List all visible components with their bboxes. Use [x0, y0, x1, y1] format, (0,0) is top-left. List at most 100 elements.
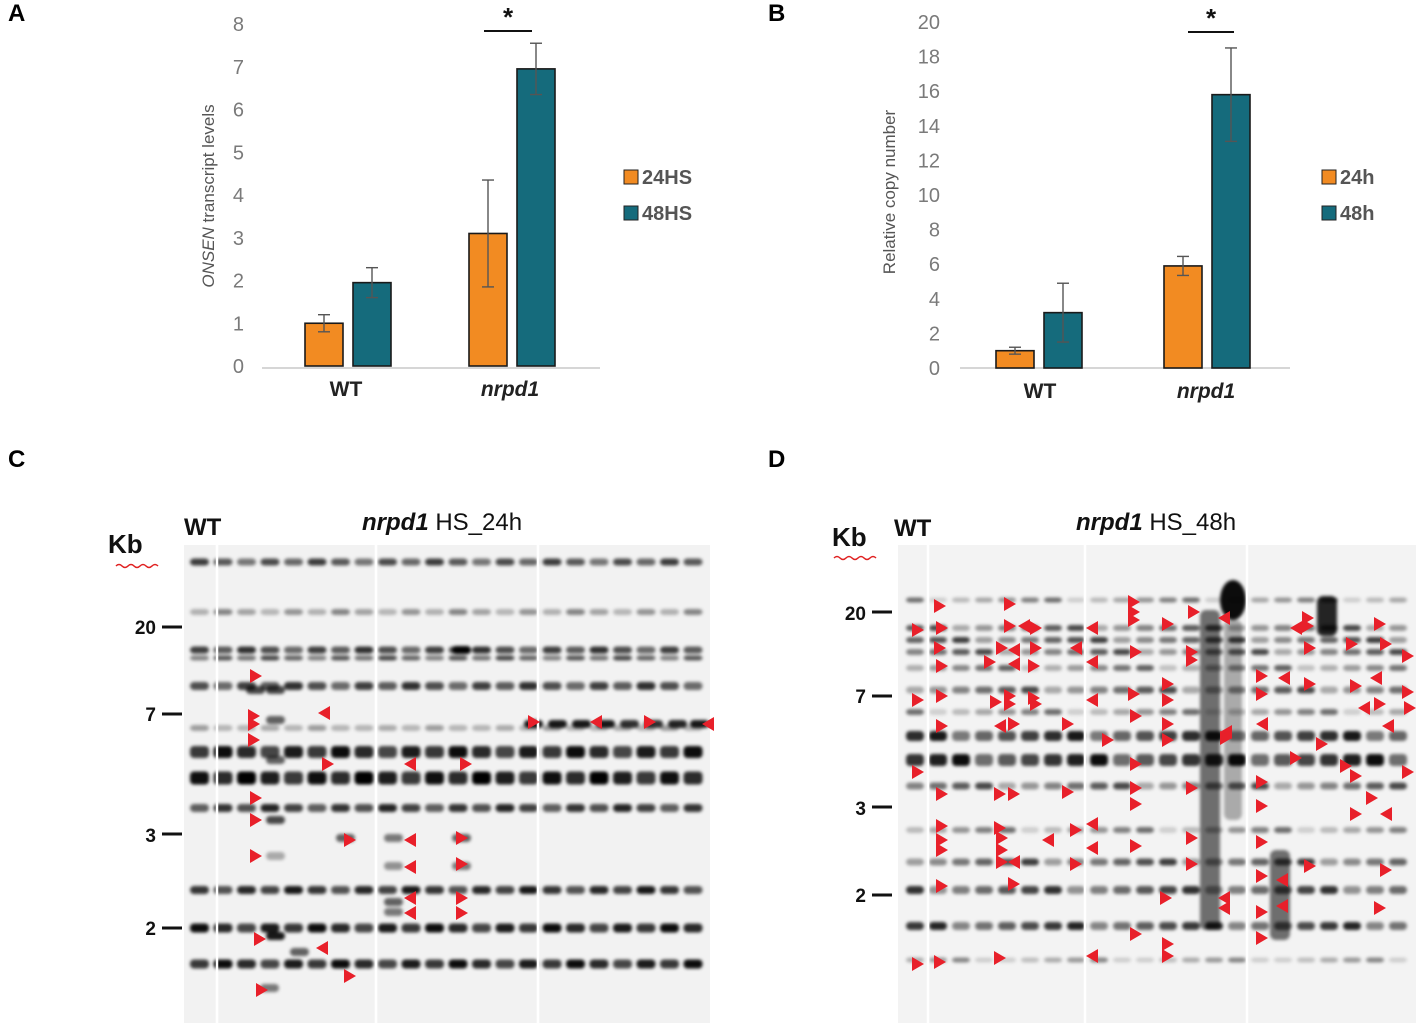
gel-d-band — [1389, 827, 1407, 833]
gel-c-band — [190, 655, 209, 661]
gel-d-band — [1274, 782, 1292, 790]
red-arrowhead-icon — [1130, 645, 1142, 659]
gel-d-band — [1113, 782, 1131, 790]
red-arrowhead-icon — [1382, 719, 1394, 733]
red-arrowhead-icon — [1062, 785, 1074, 799]
gel-c-band — [354, 655, 374, 661]
gel-c-band — [448, 886, 468, 894]
red-arrowhead-icon — [1380, 637, 1392, 651]
red-arrowhead-icon — [1162, 617, 1174, 631]
panel-label-b: B — [768, 0, 786, 27]
gel-c-band — [260, 923, 280, 933]
gel-d-blob — [1317, 596, 1337, 636]
gel-c-band — [683, 804, 703, 812]
gel-c-bands — [190, 558, 709, 992]
gel-d-band — [1090, 637, 1108, 643]
gel-c-band — [237, 923, 256, 933]
red-arrowhead-icon — [1130, 709, 1142, 723]
gel-c-band — [519, 609, 538, 615]
gel-d-band — [1251, 637, 1269, 643]
red-arrowhead-icon — [1346, 637, 1358, 651]
gel-c-band — [589, 558, 609, 566]
gel-c-band — [378, 771, 397, 785]
red-arrowhead-icon — [1162, 949, 1174, 963]
gel-d-band — [1274, 649, 1292, 655]
red-arrowhead-icon — [1220, 725, 1232, 739]
gel-d-band — [1297, 957, 1315, 963]
gel-c-band — [190, 804, 209, 812]
red-arrowhead-icon — [1008, 787, 1020, 801]
gel-d-band — [1389, 597, 1407, 603]
gel-c-band — [495, 725, 515, 731]
gel-d-band — [975, 686, 993, 694]
chart-a-ytick-2: 2 — [233, 271, 244, 293]
gel-c-band — [307, 804, 327, 812]
gel-d-band — [1090, 782, 1108, 790]
gel-c-band — [589, 959, 609, 969]
gel-d-band — [1320, 957, 1338, 963]
gel-d-band — [1182, 957, 1200, 963]
gel-d-band — [1159, 922, 1177, 930]
gel-c-kb-label: Kb — [108, 529, 143, 559]
gel-d-band — [1113, 625, 1131, 631]
gel-c-band — [636, 771, 656, 785]
red-arrowhead-icon — [250, 849, 262, 863]
gel-c-band — [519, 558, 538, 566]
red-arrowhead-icon — [936, 843, 948, 857]
red-arrowhead-icon — [344, 969, 356, 983]
red-arrowhead-icon — [1304, 677, 1316, 691]
gel-c-band — [448, 609, 468, 615]
red-arrowhead-icon — [1316, 737, 1328, 751]
gel-c-band — [354, 746, 374, 758]
gel-c-marker-7: 7 — [145, 705, 156, 726]
gel-d-band — [1228, 922, 1246, 930]
gel-c-band — [284, 746, 303, 758]
gel-c-band — [331, 771, 350, 785]
gel-c-band — [660, 771, 679, 785]
gel-d-band — [1366, 754, 1384, 766]
gel-c-band — [566, 959, 585, 969]
gel-d-band — [1228, 827, 1246, 833]
gel-c-band — [542, 682, 562, 690]
gel-d-band — [1067, 637, 1085, 643]
gel-d-band — [1228, 858, 1246, 866]
red-arrowhead-icon — [1042, 833, 1054, 847]
gel-d-band — [1320, 827, 1338, 833]
gel-c-band — [331, 558, 350, 566]
chart-a-bar-48HS-nrpd1 — [516, 68, 556, 367]
gel-c-band — [566, 804, 585, 812]
red-arrowhead-icon — [1030, 641, 1042, 655]
chart-a-bar-24HS-WT — [304, 322, 344, 367]
chart-b-bars — [995, 47, 1251, 369]
gel-d-band — [1044, 649, 1062, 655]
gel-d-band — [1205, 957, 1223, 963]
red-arrowhead-icon — [936, 659, 948, 673]
gel-c-band — [266, 756, 285, 764]
chart-b-y-ticks: 0 2 4 6 8 10 12 14 16 18 20 — [918, 12, 940, 380]
gel-d-band — [975, 957, 993, 963]
chart-a-bars — [304, 42, 556, 367]
gel-d-band — [975, 637, 993, 643]
red-arrowhead-icon — [1086, 841, 1098, 855]
red-arrowhead-icon — [1186, 831, 1198, 845]
chart-b-ytick-16: 16 — [918, 81, 940, 103]
gel-d-band — [1044, 665, 1062, 671]
gel-c-band — [660, 655, 679, 661]
chart-b-ytick-10: 10 — [918, 185, 940, 207]
gel-c-band — [542, 746, 562, 758]
gel-d-band — [1090, 649, 1108, 655]
gel-d-band — [975, 625, 993, 631]
gel-d-band — [1366, 886, 1384, 894]
gel-c-band — [589, 771, 609, 785]
gel-d-band — [1136, 686, 1154, 694]
gel-c-band — [636, 682, 656, 690]
red-arrowhead-icon — [1008, 643, 1020, 657]
gel-d-band — [1320, 782, 1338, 790]
red-arrowhead-icon — [1256, 669, 1268, 683]
gel-d-band — [1067, 731, 1085, 741]
gel-d-band — [952, 686, 970, 694]
gel-d-band — [1044, 754, 1062, 766]
red-arrowhead-icon — [1402, 649, 1414, 663]
chart-a-ytick-8: 8 — [233, 14, 244, 36]
red-arrowhead-icon — [996, 831, 1008, 845]
